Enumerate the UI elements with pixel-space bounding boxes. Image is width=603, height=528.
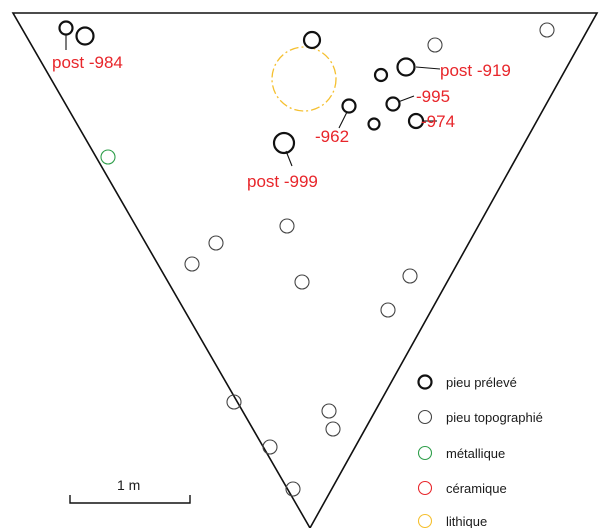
pieu-preleve-984a — [58, 20, 74, 36]
pieu-topo — [402, 268, 418, 284]
pieu-topo — [208, 235, 224, 251]
pieu-preleve-919 — [396, 57, 416, 77]
label-974: -974 — [421, 112, 455, 131]
pieu-preleve-984b — [75, 26, 95, 46]
pieu-topo — [285, 481, 301, 497]
label-995: -995 — [416, 87, 450, 106]
pieu-preleve-962 — [341, 98, 357, 114]
legend-label-pieu-topographie: pieu topographié — [446, 410, 543, 425]
legend-label-metallique: métallique — [446, 446, 505, 461]
pieu-topo — [427, 37, 443, 53]
pieu-preleve-999 — [272, 131, 296, 155]
pieux-preleves — [58, 20, 425, 155]
legend-label-ceramique: céramique — [446, 481, 507, 496]
label-962: -962 — [315, 127, 349, 146]
pieu-topo — [380, 302, 396, 318]
pieu-topo — [539, 22, 555, 38]
scale-bar: 1 m — [69, 477, 191, 504]
pieu-topo — [321, 403, 337, 419]
label-post-984: post -984 — [52, 53, 123, 72]
pieu-topo — [262, 439, 278, 455]
pieux-topographies — [184, 22, 555, 497]
label-post-999: post -999 — [247, 172, 318, 191]
pieu-preleve-374 — [367, 117, 381, 131]
pieu-topo — [184, 256, 200, 272]
legend-label-pieu-preleve: pieu prélevé — [446, 375, 517, 390]
legend-swatch-pieu-topographie — [417, 409, 433, 425]
legend-swatch-ceramique — [417, 480, 433, 496]
pieu-topo — [325, 421, 341, 437]
pieu-preleve-381 — [373, 67, 389, 83]
legend-label-lithique: lithique — [446, 514, 487, 528]
legend: pieu prélevé pieu topographié métallique… — [417, 374, 543, 528]
legend-swatch-pieu-preleve — [417, 374, 433, 390]
legend-swatch-metallique — [417, 445, 433, 461]
pieu-preleve-974 — [407, 112, 425, 130]
metallique-find — [100, 149, 116, 165]
pieu-topo — [294, 274, 310, 290]
scale-label: 1 m — [117, 477, 140, 493]
trench-outline — [11, 12, 599, 528]
pieu-preleve-995 — [385, 96, 401, 112]
legend-swatch-lithique — [417, 513, 433, 528]
pieu-preleve-top — [302, 30, 322, 50]
label-post-919: post -919 — [440, 61, 511, 80]
pieu-topo — [226, 394, 242, 410]
lithique-feature — [271, 46, 337, 112]
pieu-topo — [279, 218, 295, 234]
